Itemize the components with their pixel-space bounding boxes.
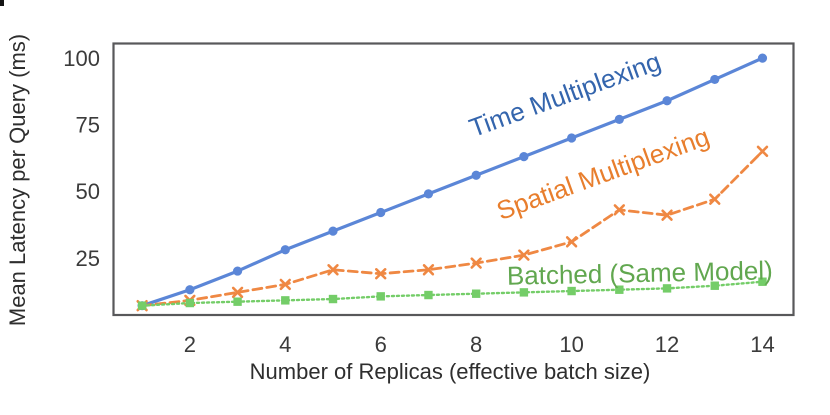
series-batched-same-model: [137, 277, 767, 310]
x-marker: [231, 286, 244, 299]
x-marker: [327, 264, 339, 276]
square-marker: [710, 281, 719, 290]
x-tick-label: 4: [279, 332, 291, 357]
x-marker: [422, 264, 435, 276]
circle-marker: [614, 114, 624, 124]
circle-marker: [757, 53, 768, 63]
square-marker: [662, 284, 672, 293]
square-marker: [281, 296, 290, 305]
series-line-time-multiplexing: [140, 56, 765, 308]
circle-marker: [280, 245, 290, 255]
plot-frame: [112, 42, 795, 317]
x-axis-label: Number of Replicas (effective batch size…: [250, 359, 651, 384]
x-marker: [565, 236, 578, 248]
series-layer: [136, 53, 769, 312]
x-tick-label: 12: [655, 332, 679, 357]
circle-marker: [471, 170, 481, 180]
circle-marker: [376, 207, 386, 218]
x-marker: [470, 257, 482, 269]
y-axis-label: Mean Latency per Query (ms): [5, 34, 30, 326]
series-time-multiplexing: [137, 53, 768, 311]
x-tick-label: 10: [559, 332, 583, 357]
square-marker: [471, 289, 481, 298]
square-marker: [567, 286, 576, 296]
square-marker: [615, 285, 624, 294]
square-marker: [137, 301, 147, 310]
series-label-batched-same-model: Batched (Same Model): [507, 255, 773, 291]
y-tick-label: 25: [76, 246, 100, 271]
circle-marker: [710, 74, 720, 85]
x-tick-label: 8: [470, 332, 482, 357]
circle-marker: [423, 189, 434, 199]
y-tick-label: 75: [76, 113, 100, 138]
x-marker: [661, 209, 673, 221]
x-marker: [756, 145, 769, 158]
circle-marker: [185, 285, 195, 295]
square-marker: [424, 290, 433, 300]
series-label-time-multiplexing: Time Multiplexing: [465, 46, 664, 143]
x-marker: [518, 249, 530, 261]
x-marker: [709, 193, 721, 205]
x-tick-label: 14: [750, 332, 774, 357]
series-line-batched-same-model: [140, 280, 764, 307]
series-line-spatial-multiplexing: [140, 149, 764, 308]
square-marker: [519, 288, 529, 297]
circle-marker: [232, 266, 243, 276]
tick-layer: 2 4 6 8 10 12 14 25 50 75 100: [63, 46, 774, 357]
corner-artifact: [0, 0, 4, 6]
square-marker: [185, 298, 195, 308]
circle-marker: [519, 152, 529, 162]
square-marker: [328, 294, 338, 304]
x-marker: [279, 278, 291, 291]
series-spatial-multiplexing: [136, 145, 769, 312]
square-marker: [376, 292, 385, 301]
x-marker: [375, 268, 387, 280]
x-tick-label: 2: [184, 332, 196, 357]
x-tick-label: 6: [375, 332, 387, 357]
y-tick-label: 100: [63, 46, 100, 71]
x-marker: [613, 204, 626, 216]
square-marker: [758, 277, 767, 286]
square-marker: [233, 297, 242, 306]
circle-marker: [567, 133, 577, 143]
circle-marker: [328, 226, 338, 236]
y-tick-label: 50: [76, 179, 100, 204]
circle-marker: [662, 96, 672, 106]
